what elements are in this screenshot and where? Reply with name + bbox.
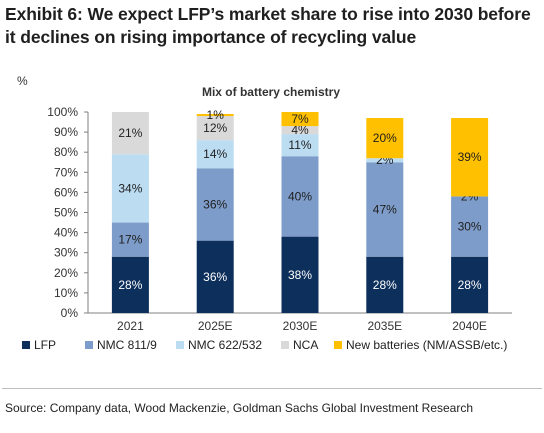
bar-segment [281, 112, 319, 127]
bar-segment [111, 256, 149, 313]
bar-stacks: 28% 17% 34% 21% 36% 36% 14% 12%1% 38% 40% 11%4%7% 2… [111, 108, 489, 313]
bar-segment [196, 240, 234, 313]
bar-segment [451, 196, 489, 257]
legend-swatch [22, 341, 30, 349]
bar-segment [366, 162, 404, 257]
y-tick-label: 50% [54, 206, 78, 220]
x-axis-ticks: 2021 2025E 2030E 2035E 2040E [117, 319, 487, 333]
legend-label: NMC 622/532 [188, 338, 262, 352]
data-label: 36% [203, 197, 227, 211]
y-tick-label: 30% [54, 246, 78, 260]
data-label: 30% [458, 220, 482, 234]
bar-segment [281, 134, 319, 157]
y-axis-ticks: 0% 10% 20% 30% 40% 50% 60% 70% 80% 90% 100% [47, 105, 88, 320]
legend-item: NMC 811/9 [85, 338, 157, 352]
legend-item: NMC 622/532 [176, 338, 262, 352]
bar-stack-2025e: 36% 36% 14% 12%1% [196, 108, 234, 313]
legend-label: LFP [34, 338, 56, 352]
stacked-bar-chart: Mix of battery chemistry % 0% 10% 20% 30% 40… [17, 74, 512, 352]
data-label: 47% [373, 202, 397, 216]
bar-segment [451, 256, 489, 313]
bar-segment [196, 168, 234, 241]
legend-label: NMC 811/9 [97, 338, 157, 352]
bar-stack-2035e: 28%47%2%20% [366, 118, 404, 313]
x-tick-label: 2025E [198, 319, 233, 333]
data-label: 28% [458, 278, 482, 292]
exhibit-title: Exhibit 6: We expect LFP’s market share … [5, 4, 531, 47]
data-label: 11% [288, 138, 311, 152]
data-label: 34% [118, 181, 142, 195]
legend-swatch [176, 341, 184, 349]
legend-swatch [85, 341, 93, 349]
data-label: 28% [118, 278, 142, 292]
y-tick-label: 10% [54, 286, 78, 300]
source-note: Source: Company data, Wood Mackenzie, Go… [5, 401, 474, 415]
bar-stack-2040e: 28%30%2%39% [451, 118, 489, 313]
y-axis-label: % [17, 74, 28, 88]
bar-stack-2021: 28% 17% 34% 21% [111, 112, 149, 313]
x-tick-label: 2035E [367, 319, 402, 333]
legend-swatch [281, 341, 289, 349]
divider-line [2, 388, 542, 389]
legend-item: NCA [281, 338, 318, 352]
legend-label: NCA [293, 338, 318, 352]
y-tick-label: 70% [54, 165, 78, 179]
bar-segment [366, 256, 404, 313]
data-label: 4% [291, 123, 309, 137]
chart-title: Mix of battery chemistry [202, 85, 340, 99]
y-tick-label: 60% [54, 185, 78, 199]
legend-item: LFP [22, 338, 56, 352]
y-tick-label: 90% [54, 125, 78, 139]
bar-segment [366, 158, 404, 163]
bar-stack-2030e: 38% 40% 11%4%7% [281, 112, 319, 313]
y-tick-label: 20% [54, 266, 78, 280]
chart-legend: LFP NMC 811/9 NMC 622/532 NCA New batteries … [22, 338, 507, 352]
legend-label: New batteries (NM/ASSB/etc.) [346, 338, 507, 352]
data-label: 1% [207, 108, 225, 122]
data-label: 40% [288, 189, 312, 203]
data-label: 36% [203, 270, 227, 284]
data-label: 14% [203, 147, 227, 161]
data-label: 20% [373, 131, 397, 145]
legend-swatch [334, 341, 342, 349]
legend-item: New batteries (NM/ASSB/etc.) [334, 338, 507, 352]
bar-segment [451, 118, 489, 197]
y-tick-label: 40% [54, 226, 78, 240]
bar-segment [111, 154, 149, 223]
bar-segment [281, 156, 319, 237]
y-tick-label: 80% [54, 145, 78, 159]
data-label: 17% [118, 233, 142, 247]
x-tick-label: 2040E [452, 319, 487, 333]
bar-segment [111, 222, 149, 257]
y-tick-label: 0% [61, 306, 79, 320]
x-tick-label: 2030E [283, 319, 318, 333]
bar-segment [281, 126, 319, 135]
x-tick-label: 2021 [117, 319, 144, 333]
bar-segment [196, 116, 234, 141]
bar-segment [281, 236, 319, 313]
data-label: 21% [118, 126, 142, 140]
data-label: 28% [373, 278, 397, 292]
bar-segment [111, 112, 149, 155]
bar-segment [366, 118, 404, 159]
bar-segment [196, 140, 234, 169]
data-label: 7% [291, 112, 309, 126]
data-label: 39% [458, 150, 482, 164]
data-label: 12% [203, 121, 227, 135]
data-label: 38% [288, 268, 312, 282]
y-tick-label: 100% [47, 105, 78, 119]
bar-segment [196, 114, 234, 117]
